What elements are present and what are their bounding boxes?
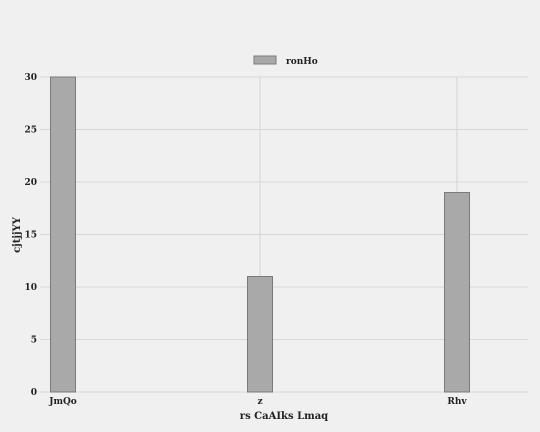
bar-Rhv xyxy=(444,192,470,393)
y-tick-label-4: 20 xyxy=(24,178,37,188)
y-tick-label-6: 30 xyxy=(24,73,37,83)
bar-z xyxy=(247,276,273,393)
y-axis-ticks: 0 5 10 15 20 25 30 xyxy=(24,73,37,398)
y-tick-label-1: 5 xyxy=(31,336,37,346)
x-axis-ticks: JmQo z Rhv xyxy=(48,397,467,407)
legend: ronHo xyxy=(253,55,318,67)
x-tick-label-0: JmQo xyxy=(48,397,77,407)
bars-group xyxy=(50,76,470,393)
x-axis-label: rs CaAIks Lmaq xyxy=(240,411,328,422)
legend-label: ronHo xyxy=(286,57,318,67)
y-axis-label: cjtjjYY xyxy=(12,216,23,253)
y-tick-label-0: 0 xyxy=(31,388,37,398)
y-tick-label-3: 15 xyxy=(24,231,37,241)
legend-swatch xyxy=(253,55,277,65)
y-tick-label-2: 10 xyxy=(24,283,37,293)
x-tick-label-2: Rhv xyxy=(447,397,467,407)
y-tick-label-5: 25 xyxy=(24,126,37,136)
bar-JmQo xyxy=(50,76,76,393)
x-tick-label-1: z xyxy=(257,397,262,407)
